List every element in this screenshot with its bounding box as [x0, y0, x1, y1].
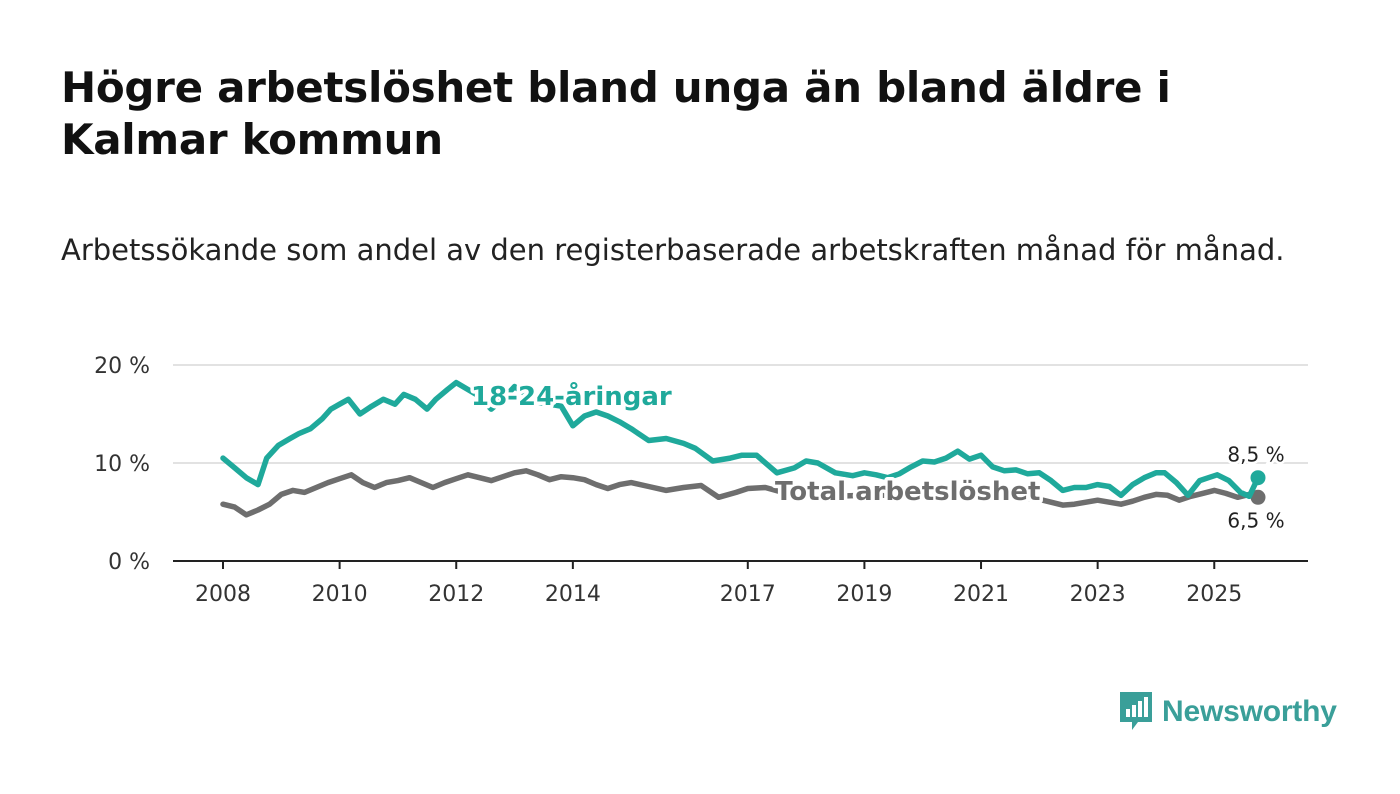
x-tick-label: 2023 — [1070, 582, 1126, 607]
x-tick-label: 2021 — [953, 582, 1009, 607]
x-tick-label: 2012 — [428, 582, 484, 607]
x-tick-label: 2010 — [312, 582, 368, 607]
axes: 0 % 10 % 20 % 2008 2010 2012 2014 2017 2019 2021 2… — [94, 354, 1308, 607]
total-last-value-label: 6,5 % — [1227, 508, 1284, 532]
youth-endpoint-marker — [1250, 470, 1266, 486]
y-tick-label: 0 % — [108, 550, 150, 575]
chart-subtitle: Arbetssökande som andel av den registerb… — [61, 233, 1285, 267]
y-tick-label: 20 % — [94, 354, 150, 379]
x-tick-label: 2017 — [720, 582, 776, 607]
y-tick-label: 10 % — [94, 452, 150, 477]
total-series-line — [220, 468, 1261, 518]
newsworthy-logo-icon — [1120, 692, 1152, 730]
series-lines — [220, 379, 1266, 518]
gridlines — [173, 364, 1308, 464]
total-endpoint-marker — [1250, 489, 1266, 505]
brand-logo[interactable]: Newsworthy — [1118, 690, 1337, 734]
youth-series-line — [220, 379, 1261, 500]
x-tick-label: 2008 — [195, 582, 251, 607]
total-series-label: Total arbetslöshet — [775, 477, 1040, 507]
youth-series-label: 18-24-åringar — [471, 380, 672, 412]
x-tick-label: 2019 — [836, 582, 892, 607]
x-tick-label: 2025 — [1186, 582, 1242, 607]
chart-title: Högre arbetslöshet bland unga än bland ä… — [61, 63, 1171, 164]
x-tick-label: 2014 — [545, 582, 601, 607]
brand-name: Newsworthy — [1162, 695, 1337, 728]
youth-last-value-label: 8,5 % — [1227, 443, 1284, 467]
series-labels: 18-24-åringar Total arbetslöshet 8,5 % 6,5 … — [468, 377, 1288, 535]
